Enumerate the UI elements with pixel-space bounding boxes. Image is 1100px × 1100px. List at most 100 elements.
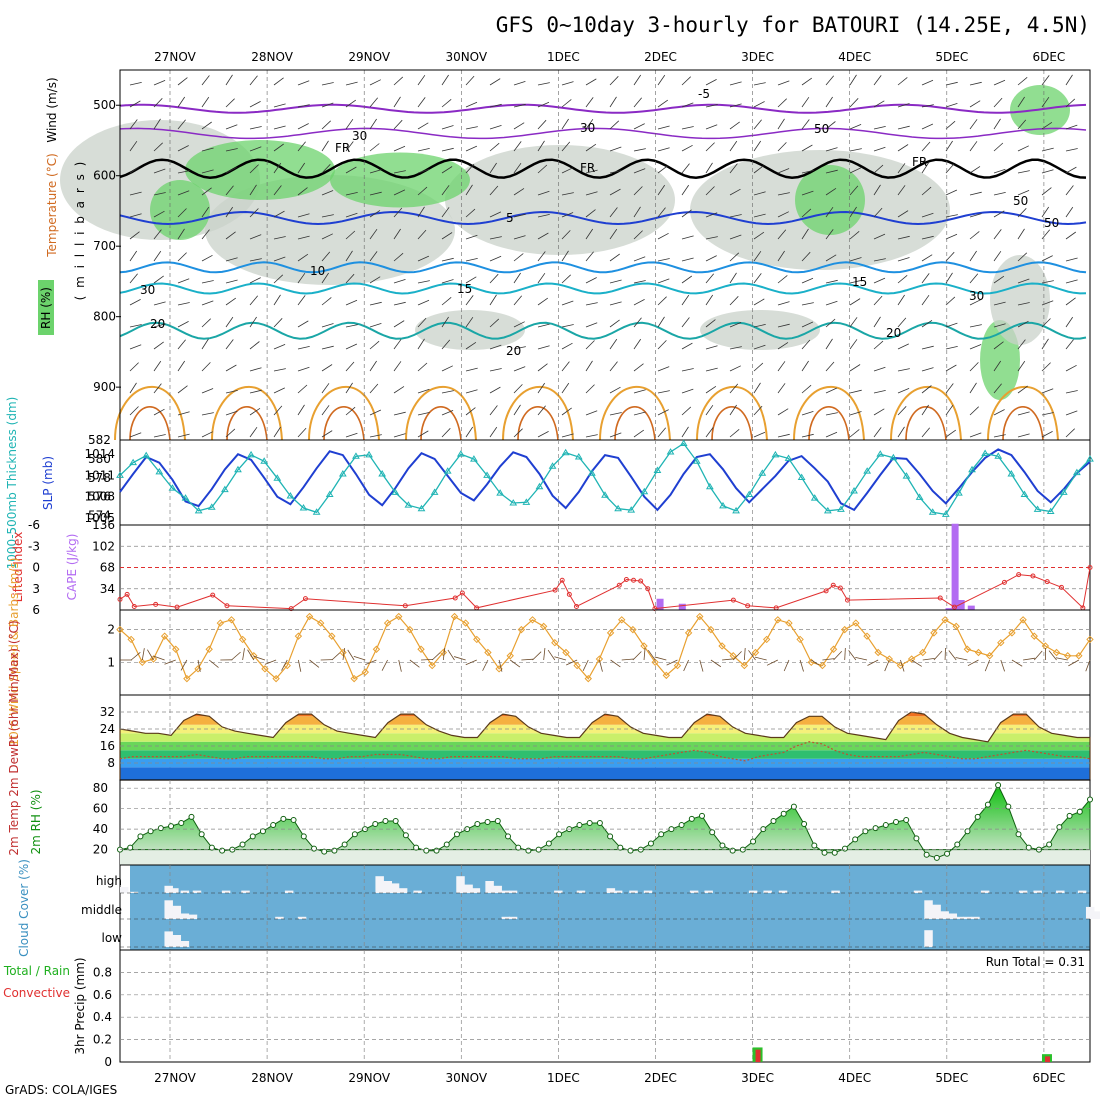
wind-barb [345, 166, 357, 174]
wind-barb [153, 80, 166, 86]
wind-barb-10m [398, 659, 402, 672]
cloud-high-bar [456, 876, 465, 893]
wind-barb [945, 404, 954, 416]
warm-contour-3 [405, 385, 477, 441]
cape-tick: 136 [92, 518, 115, 532]
rh-marker [392, 817, 399, 824]
thick-tick: 578 [88, 471, 111, 485]
wind-barb [609, 228, 618, 240]
slp-marker [260, 457, 269, 464]
wind-barb [297, 295, 306, 306]
wind-barb [849, 167, 861, 174]
wind-barb-10m [547, 649, 556, 661]
rh-marker [1015, 831, 1022, 838]
wind-barb [561, 192, 574, 196]
slp-marker [850, 487, 858, 494]
wind-barb [537, 323, 550, 328]
wind-barb [441, 74, 449, 86]
li-marker [951, 604, 957, 610]
wind-barb [873, 126, 886, 130]
wind-barb [921, 294, 930, 306]
wind-barb [609, 301, 622, 306]
wind-barb [609, 146, 622, 152]
wind-barb [465, 316, 474, 328]
wind-marker [473, 635, 481, 644]
wind-barb [705, 319, 716, 328]
wind-barb [321, 190, 334, 196]
wind-barb [633, 389, 646, 394]
contour-label: FR [335, 141, 350, 155]
wind-barb [561, 81, 574, 86]
wind-marker [896, 661, 905, 670]
x-tick-bottom-29NOV: 29NOV [348, 1071, 390, 1085]
wind-barb [777, 192, 790, 196]
cloud-low-bar [924, 930, 933, 947]
wind-barb [705, 345, 718, 350]
x-tick-bottom-27NOV: 27NOV [154, 1071, 196, 1085]
rh-marker [709, 829, 716, 836]
wind-barb [705, 294, 714, 306]
slp-marker [902, 472, 911, 479]
wind-barb [777, 142, 787, 152]
wind-barb [513, 428, 523, 438]
wind-barb-10m [281, 659, 288, 671]
wind-barb-10m [130, 651, 141, 661]
wind-barb [825, 254, 837, 262]
y-axis-label-pressure: ( m i l l i b a r s ) [73, 160, 87, 301]
wind-barb [441, 279, 454, 284]
wind-barb [273, 274, 284, 284]
wind-barb [609, 120, 620, 130]
cloud-high-bar [913, 890, 923, 893]
slp-marker [470, 455, 478, 462]
cloud-mid-bar [955, 916, 964, 919]
wind-barb [609, 170, 622, 174]
rh-marker [515, 844, 522, 851]
wind-marker [629, 625, 637, 634]
wind-barb [345, 230, 356, 240]
wind-marker [450, 612, 459, 621]
wind-barb [633, 230, 643, 240]
wind-barb [609, 207, 618, 218]
rh-marker [249, 833, 256, 840]
wind-barb [609, 279, 622, 284]
rh-marker [219, 847, 226, 854]
wind-barb [1065, 166, 1077, 174]
rh-marker [270, 822, 277, 829]
wind-barb [369, 79, 381, 86]
wind-barb [393, 361, 402, 372]
wind-barb-10m [855, 656, 868, 661]
wind-barb [897, 235, 910, 240]
wind-barb [465, 407, 476, 416]
wind-barb [513, 235, 526, 240]
slp-marker [915, 493, 924, 500]
wind-barb [369, 97, 379, 108]
wind-barb [369, 118, 377, 130]
x-tick-top-27NOV: 27NOV [154, 50, 196, 64]
wind-barb [1065, 428, 1075, 438]
wind-barb [849, 279, 862, 284]
wind-barb-10m [147, 649, 154, 661]
wind-barb [465, 258, 478, 262]
x-tick-top-4DEC: 4DEC [838, 50, 871, 64]
wind-barb [441, 185, 450, 196]
wind-barb [537, 272, 546, 284]
wind-barb [729, 252, 740, 262]
temp-tick: 8 [107, 756, 115, 770]
wind-barb [681, 184, 690, 196]
slp-marker [784, 454, 793, 461]
wind-barb [657, 165, 668, 174]
wind-barb [225, 185, 234, 196]
wind-barb [969, 382, 977, 394]
wind-barb [897, 274, 908, 284]
wind-barb [657, 184, 666, 196]
thick-tick: 574 [88, 509, 111, 523]
slp-marker [391, 488, 400, 495]
wind-barb [801, 144, 813, 152]
wind-marker [383, 619, 392, 627]
wind-barb [489, 386, 501, 394]
precip-conv-bar [755, 1049, 761, 1062]
wind-barb [561, 212, 574, 218]
wind-barb [609, 76, 619, 86]
wind-barb [369, 210, 381, 218]
